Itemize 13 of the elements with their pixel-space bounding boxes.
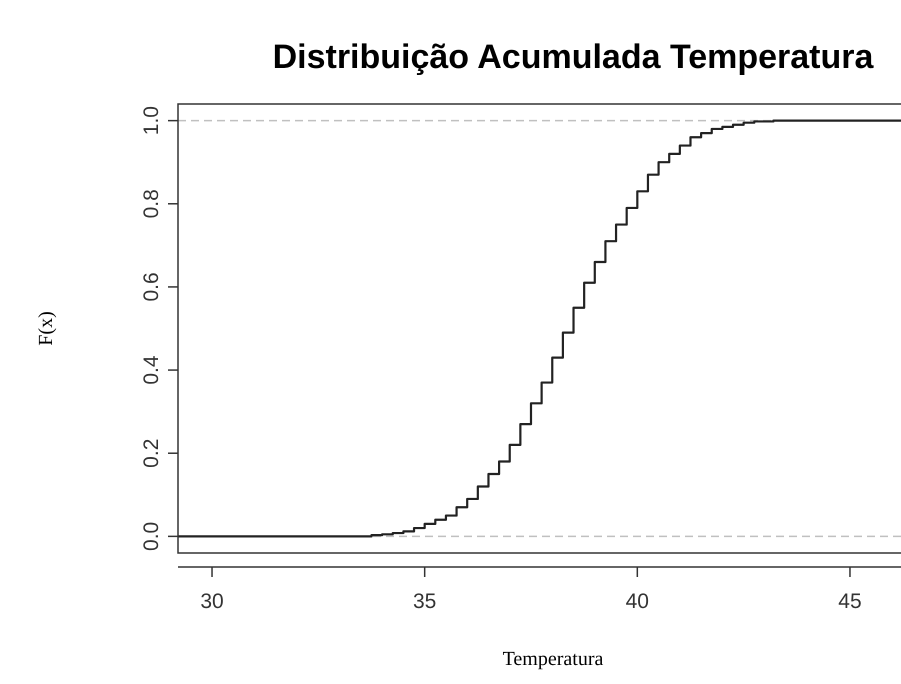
y-tick-label: 0.0 xyxy=(140,522,163,551)
y-tick-label: 0.8 xyxy=(140,189,163,218)
x-axis-title: Temperatura xyxy=(502,648,604,670)
y-tick-label: 0.6 xyxy=(140,272,163,302)
x-tick-label: 45 xyxy=(838,590,862,613)
x-tick-label: 35 xyxy=(412,590,436,613)
y-tick-label: 1.0 xyxy=(140,106,163,136)
chart-title: Distribuição Acumulada Temperatura xyxy=(272,38,874,76)
x-tick-label: 30 xyxy=(200,590,224,613)
x-tick-label: 40 xyxy=(626,590,649,613)
y-axis-title: F(x) xyxy=(35,311,57,346)
y-tick-label: 0.2 xyxy=(140,438,163,468)
y-tick-label: 0.4 xyxy=(140,355,163,385)
